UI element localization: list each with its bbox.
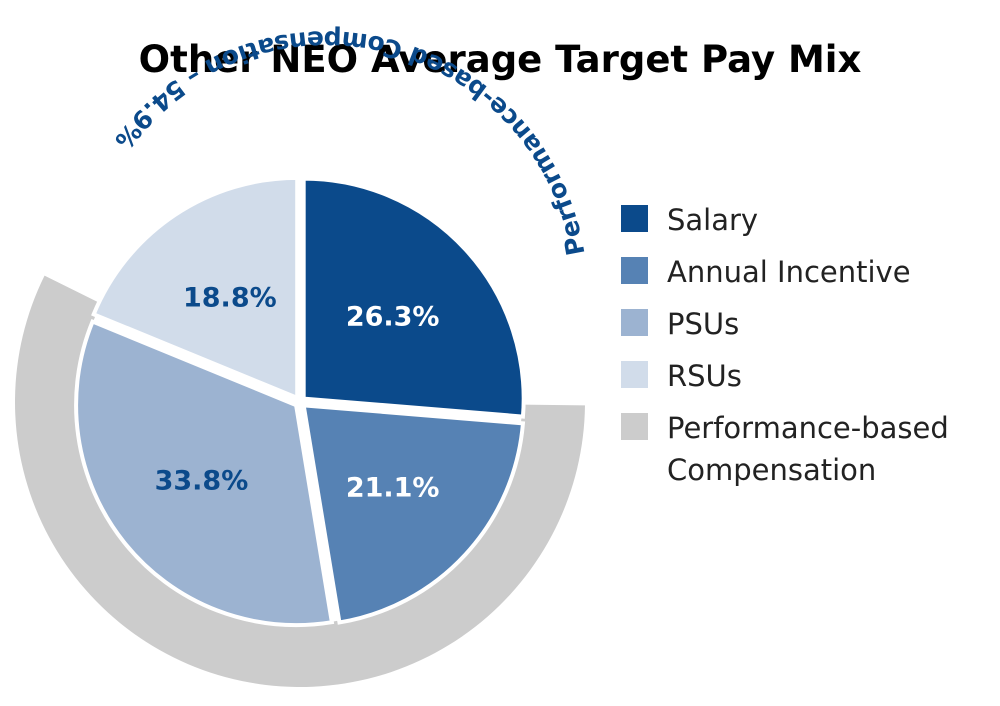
legend-swatch-annual-incentive — [621, 257, 648, 284]
legend-swatch-performance-based — [621, 413, 648, 440]
legend-label-annual-incentive: Annual Incentive — [667, 255, 911, 289]
chart-title: Other NEO Average Target Pay Mix — [139, 38, 862, 81]
legend-label-performance-based: Performance-based — [667, 411, 949, 445]
legend-label-performance-based-line2: Compensation — [667, 453, 876, 487]
pie-slice-salary — [301, 176, 526, 419]
slice-label-rsus: 18.8% — [183, 282, 277, 313]
slice-labels: 26.3% 21.1% 33.8% 18.8% — [155, 282, 440, 503]
legend-label-salary: Salary — [667, 203, 758, 237]
pie-slice-psus — [74, 318, 335, 628]
legend-swatch-rsus — [621, 361, 648, 388]
legend: Salary Annual Incentive PSUs RSUs Performanc… — [621, 203, 949, 487]
legend-swatch-psus — [621, 309, 648, 336]
slice-label-annual-incentive: 21.1% — [346, 472, 440, 503]
legend-label-rsus: RSUs — [667, 359, 742, 393]
legend-label-psus: PSUs — [667, 307, 739, 341]
legend-swatch-salary — [621, 205, 648, 232]
pie-slice-rsus — [91, 175, 300, 401]
slice-label-psus: 33.8% — [155, 465, 249, 496]
slice-label-salary: 26.3% — [346, 302, 440, 333]
performance-band — [14, 275, 585, 688]
pie-slices — [74, 175, 526, 628]
pie-slice-annual-incentive — [301, 403, 526, 625]
